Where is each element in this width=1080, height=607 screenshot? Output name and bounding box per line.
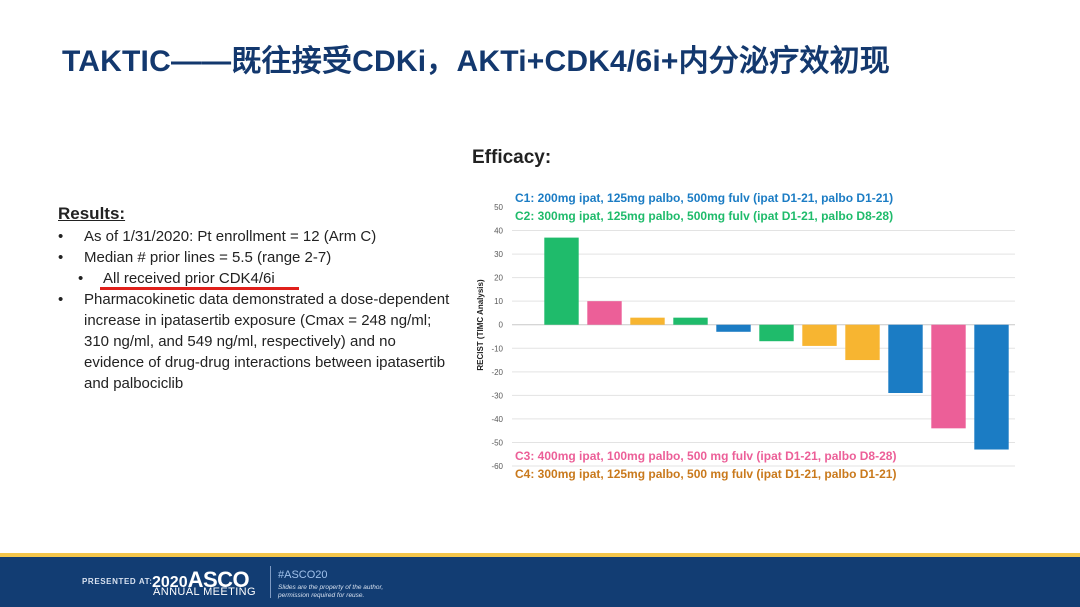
chart-y-ticks: 50 40 30 20 10 0 -10 -20 -30 -40 -50 -60 (491, 203, 503, 471)
bar-patient-8 (845, 324, 880, 361)
y-tick-label: 40 (494, 227, 503, 236)
y-tick-label: 30 (494, 250, 503, 259)
y-tick-label: -50 (491, 438, 503, 447)
results-item-prior-cdk: All received prior CDK4/6i (58, 268, 458, 289)
y-tick-label: -60 (491, 462, 503, 471)
y-tick-label: 50 (494, 203, 503, 212)
chart-y-axis-label: RECIST (TIMC Analysis) (476, 279, 485, 371)
y-tick-label: -10 (491, 344, 503, 353)
legend-c1: C1: 200mg ipat, 125mg palbo, 500mg fulv … (515, 191, 893, 205)
bar-patient-6 (759, 324, 794, 342)
bar-patient-9 (888, 324, 923, 394)
bar-patient-7 (802, 324, 837, 346)
footer-stripe (0, 553, 1080, 557)
bar-patient-10 (931, 324, 966, 429)
disclaimer-text: Slides are the property of the author, p… (278, 584, 384, 599)
annual-meeting-label: ANNUAL MEETING (153, 586, 256, 598)
legend-c4: C4: 300mg ipat, 125mg palbo, 500 mg fulv… (515, 467, 896, 481)
footer-bar (0, 557, 1080, 607)
legend-c3: C3: 400mg ipat, 100mg palbo, 500 mg fulv… (515, 449, 896, 463)
results-item-prior-lines: Median # prior lines = 5.5 (range 2-7) (58, 247, 458, 268)
asco-logo: 2020ASCO (152, 567, 250, 593)
results-item-pharmacokinetic: Pharmacokinetic data demonstrated a dose… (58, 289, 458, 394)
red-underline (100, 287, 299, 290)
asco-year: 2020 (152, 574, 188, 591)
bar-patient-1 (544, 237, 579, 325)
results-list: As of 1/31/2020: Pt enrollment = 12 (Arm… (58, 226, 458, 394)
hashtag-label: #ASCO20 (278, 569, 328, 581)
bar-patient-11 (974, 324, 1009, 450)
y-tick-label: 20 (494, 274, 503, 283)
asco-name: ASCO (187, 567, 250, 592)
legend-c2: C2: 300mg ipat, 125mg palbo, 500mg fulv … (515, 209, 893, 223)
bar-patient-4 (673, 317, 708, 325)
results-panel: Results: As of 1/31/2020: Pt enrollment … (58, 204, 458, 394)
y-tick-label: 0 (499, 321, 504, 330)
y-tick-label: -20 (491, 368, 503, 377)
chart-bars (544, 237, 1009, 450)
y-tick-label: -30 (491, 391, 503, 400)
presented-at-label: PRESENTED AT: (82, 577, 153, 586)
y-tick-label: -40 (491, 415, 503, 424)
waterfall-chart: 50 40 30 20 10 0 -10 -20 -30 -40 -50 -60 RECIST (TI… (476, 191, 1015, 481)
efficacy-heading: Efficacy: (472, 147, 552, 168)
slide-title: TAKTIC——既往接受CDKi，AKTi+CDK4/6i+内分泌疗效初现 (62, 45, 891, 78)
bar-patient-3 (630, 317, 665, 325)
bar-patient-2 (587, 301, 622, 325)
bar-patient-5 (716, 324, 751, 332)
y-tick-label: 10 (494, 297, 503, 306)
results-heading: Results: (58, 204, 126, 223)
footer-divider (270, 566, 271, 598)
results-item-enrollment: As of 1/31/2020: Pt enrollment = 12 (Arm… (58, 226, 458, 247)
